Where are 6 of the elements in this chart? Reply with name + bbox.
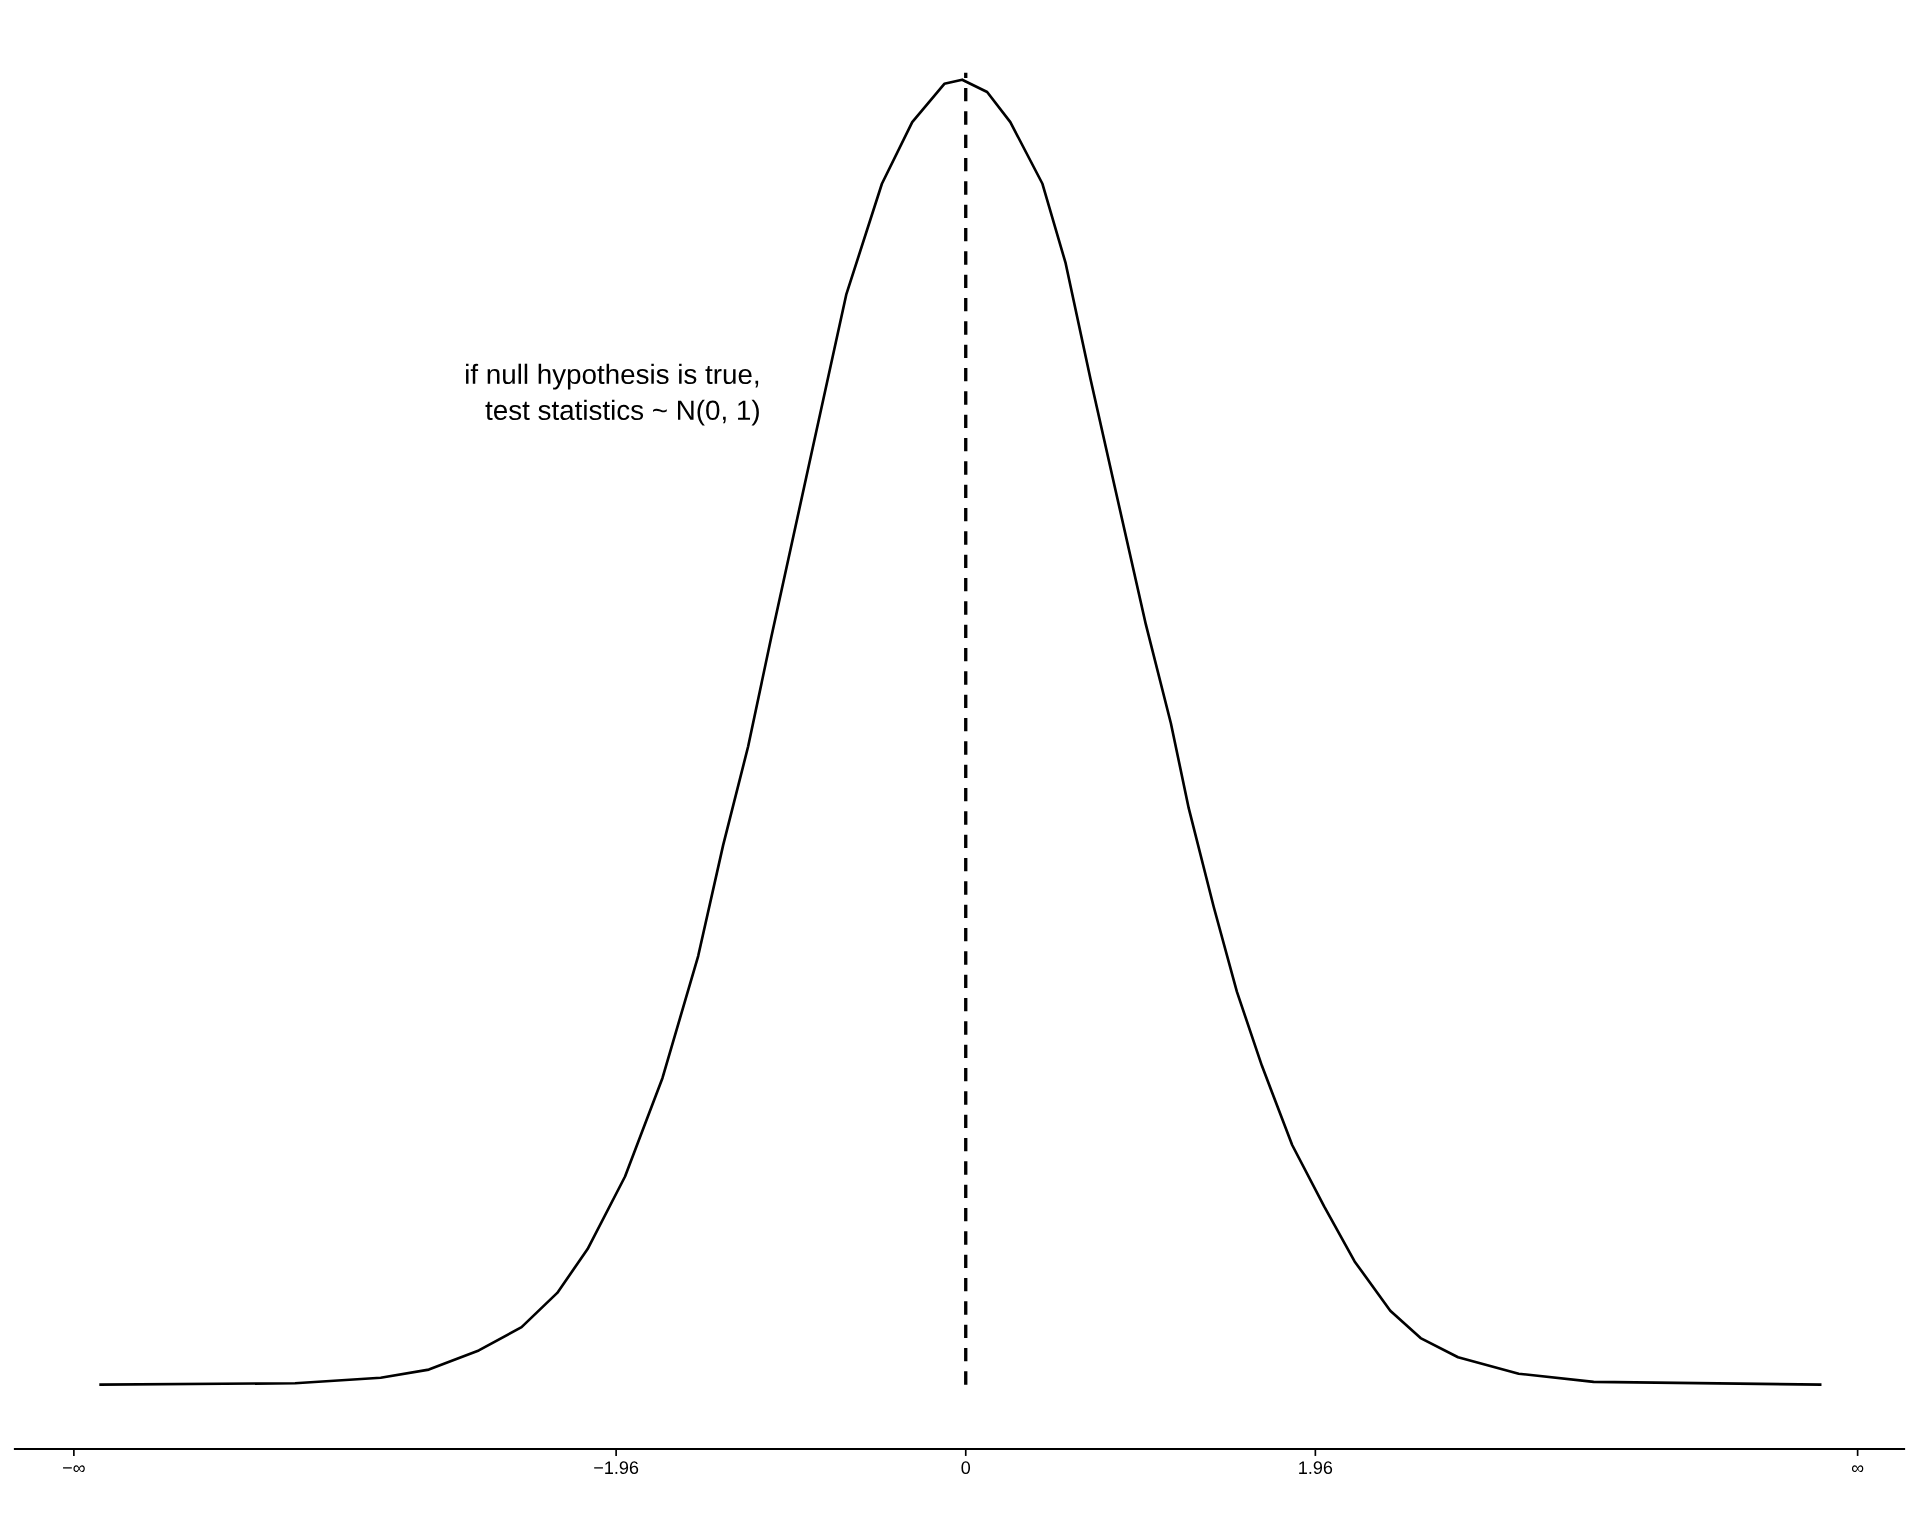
x-tick-label: −1.96	[594, 1461, 639, 1475]
annotation: if null hypothesis is true, test statistics ~ N(0, 1)	[466, 363, 759, 426]
x-tick-label: 1.96	[1299, 1461, 1333, 1475]
x-tick-label: 0	[961, 1461, 971, 1475]
x-tick-label: −∞	[63, 1465, 85, 1473]
x-tick-label: ∞	[1851, 1465, 1864, 1473]
